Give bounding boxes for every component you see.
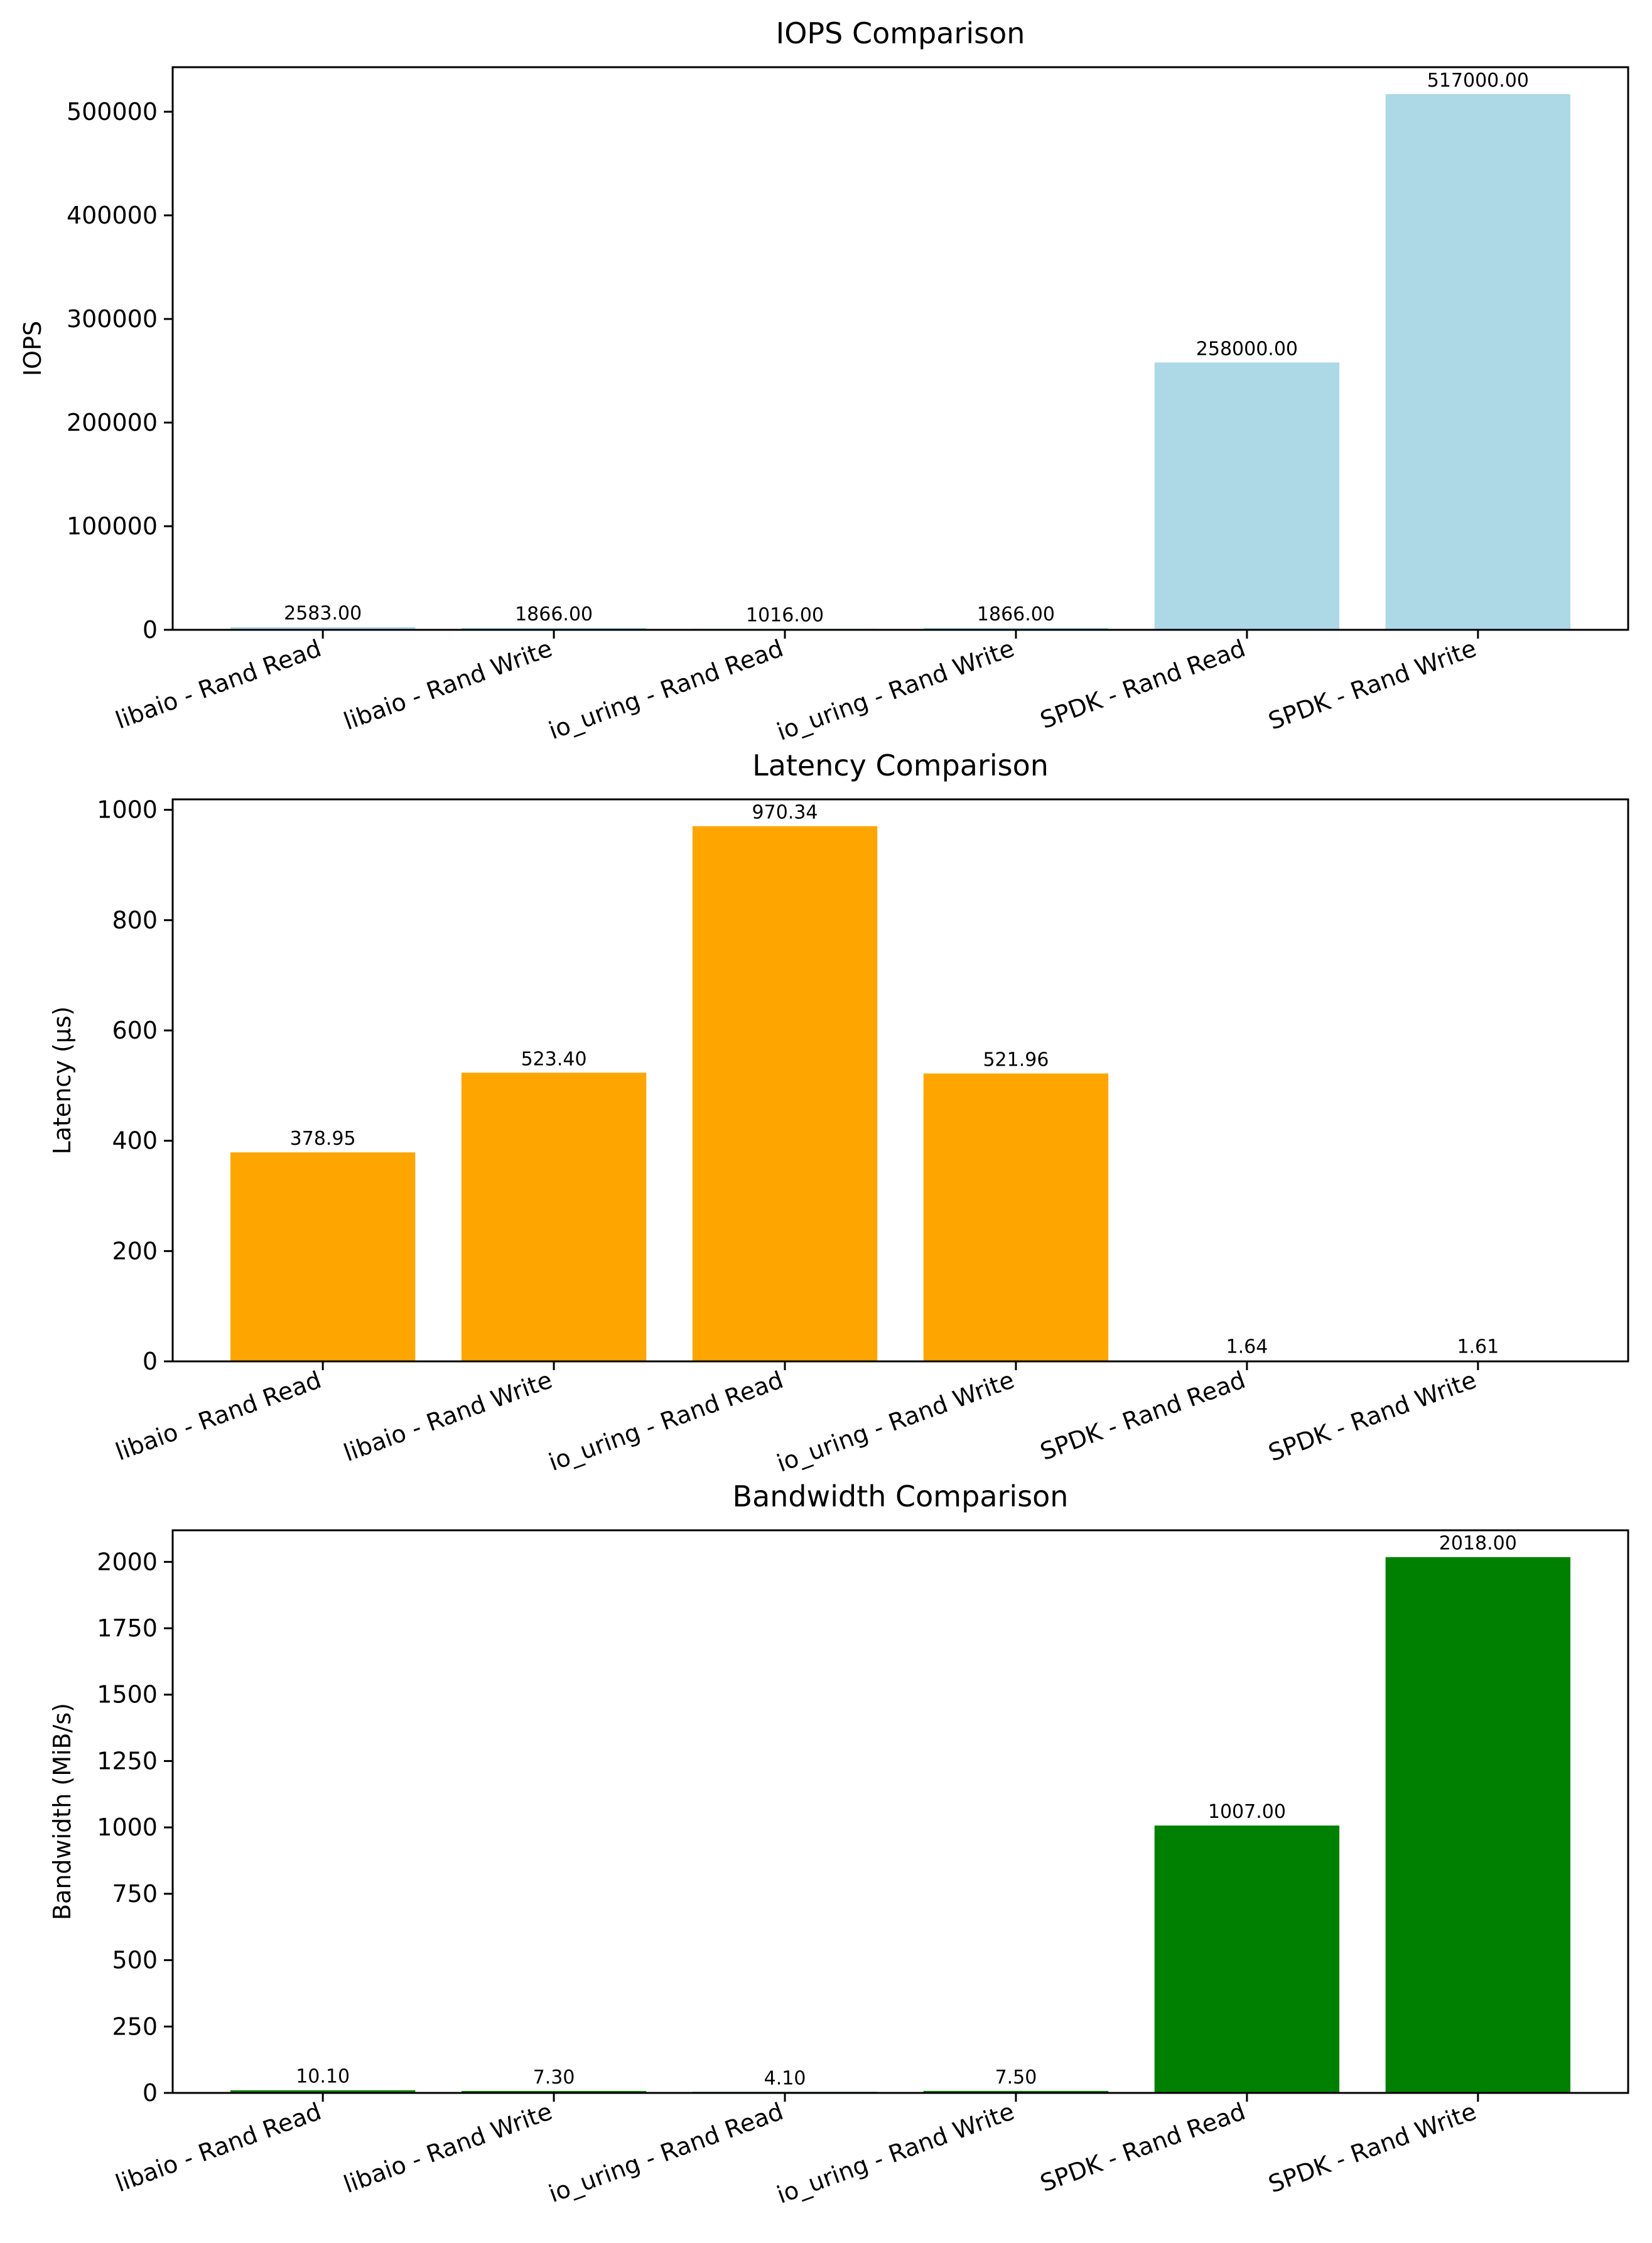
bar-value-label: 7.50 (995, 2067, 1037, 2089)
bar-value-label: 2018.00 (1439, 1533, 1517, 1555)
bar-value-label: 4.10 (764, 2067, 806, 2089)
bar (1154, 362, 1340, 630)
bar (461, 1073, 647, 1361)
y-tick-label: 0 (143, 2079, 158, 2107)
bar (1385, 94, 1571, 630)
bar-value-label: 1866.00 (515, 603, 593, 625)
y-tick-label: 200000 (67, 409, 158, 436)
y-axis-label: IOPS (19, 321, 46, 376)
bar (230, 1152, 416, 1361)
bar (230, 627, 416, 630)
bar-value-label: 7.30 (533, 2067, 575, 2089)
y-tick-label: 800 (112, 906, 158, 934)
y-tick-label: 0 (143, 616, 158, 644)
bar-value-label: 523.40 (521, 1048, 587, 1070)
plot-area (171, 798, 1629, 1363)
bar-value-label: 1866.00 (977, 603, 1055, 625)
y-tick-label: 0 (143, 1348, 158, 1375)
bar-value-label: 1007.00 (1208, 1801, 1286, 1823)
chart-title: Bandwidth Comparison (733, 1479, 1069, 1513)
bar (461, 2090, 647, 2093)
bar (1154, 1825, 1340, 2093)
y-tick-label: 1250 (97, 1747, 158, 1775)
bar-value-label: 970.34 (752, 802, 818, 824)
bar-value-label: 1.64 (1226, 1336, 1268, 1358)
bar-value-label: 521.96 (983, 1049, 1049, 1071)
bars: 10.10 7.30 4.10 7.50 1007.00 2018.00 (230, 1533, 1571, 2093)
chart-title: Latency Comparison (752, 749, 1049, 782)
y-tick-label: 2000 (97, 1548, 158, 1576)
bar (230, 2090, 416, 2093)
y-tick-label: 1750 (97, 1614, 158, 1642)
bars: 2583.00 1866.00 1016.00 1866.00 258000.00 517… (230, 70, 1571, 630)
plot-area (171, 66, 1629, 631)
bar (923, 1073, 1109, 1361)
y-tick-label: 600 (112, 1017, 158, 1044)
y-tick-label: 250 (112, 2013, 158, 2040)
bar (692, 826, 878, 1361)
bar-value-label: 258000.00 (1196, 338, 1298, 360)
y-tick-label: 300000 (67, 305, 158, 333)
bar (923, 627, 1109, 630)
bar (461, 627, 647, 630)
bar-value-label: 378.95 (290, 1128, 356, 1150)
bar-value-label: 10.10 (296, 2066, 350, 2088)
bar-value-label: 1016.00 (746, 604, 824, 626)
y-tick-label: 500 (112, 1947, 158, 1974)
y-tick-label: 400 (112, 1127, 158, 1155)
bar-value-label: 2583.00 (284, 603, 362, 625)
y-axis-label: Latency (µs) (48, 1007, 76, 1155)
y-tick-label: 750 (112, 1880, 158, 1908)
bar-value-label: 1.61 (1457, 1336, 1499, 1358)
bar (1385, 1557, 1571, 2093)
y-tick-label: 400000 (67, 202, 158, 229)
y-tick-label: 500000 (67, 98, 158, 126)
y-tick-label: 100000 (67, 512, 158, 540)
y-tick-label: 1500 (97, 1681, 158, 1709)
y-tick-label: 1000 (97, 796, 158, 824)
y-tick-label: 1000 (97, 1813, 158, 1841)
bars: 378.95 523.40 970.34 521.96 1.64 1.61 (230, 802, 1571, 1361)
bar-value-label: 517000.00 (1427, 70, 1529, 92)
bar (923, 2090, 1109, 2093)
y-tick-label: 200 (112, 1237, 158, 1265)
plot-area (171, 1529, 1629, 2094)
chart-title: IOPS Comparison (776, 16, 1025, 50)
y-axis-label: Bandwidth (MiB/s) (48, 1703, 76, 1920)
